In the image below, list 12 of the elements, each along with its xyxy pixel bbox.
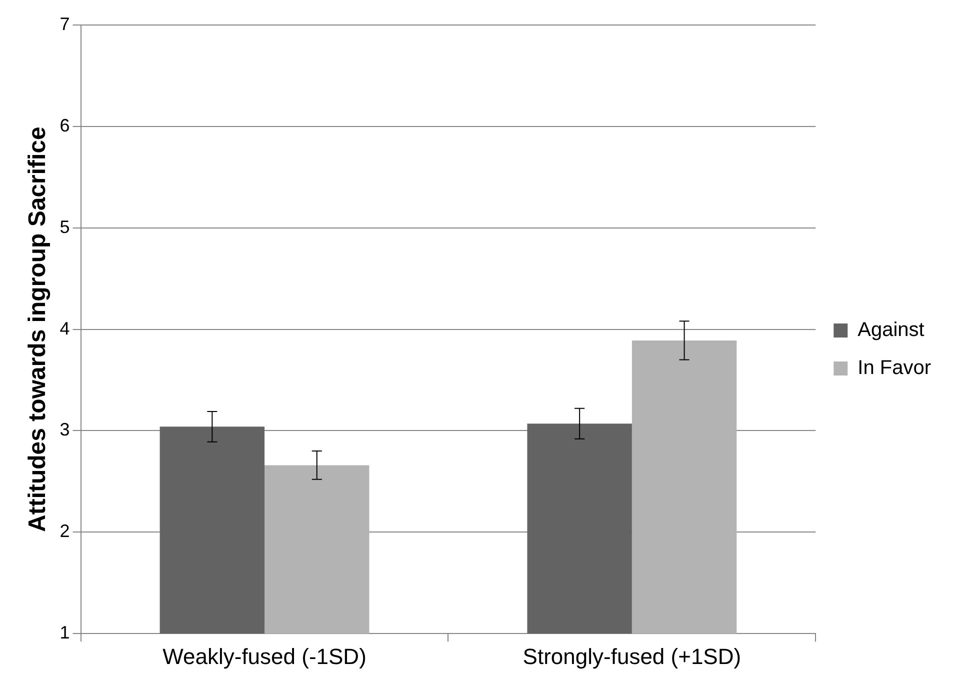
y-tick-label: 4	[60, 318, 70, 338]
legend-label: Against	[858, 319, 925, 342]
legend-label: In Favor	[858, 357, 932, 380]
y-tick-label: 7	[60, 14, 70, 34]
y-tick-label: 6	[60, 115, 70, 136]
y-axis-title: Attitudes towards ingroup Sacrifice	[24, 126, 52, 532]
x-tick-label: Strongly-fused (+1SD)	[522, 644, 742, 669]
y-tick-label: 3	[60, 420, 70, 440]
y-tick-label: 5	[60, 216, 70, 237]
y-tick-label: 2	[60, 521, 70, 542]
y-tick-label: 1	[60, 622, 70, 643]
x-tick-label: Weakly-fused (-1SD)	[162, 644, 366, 669]
